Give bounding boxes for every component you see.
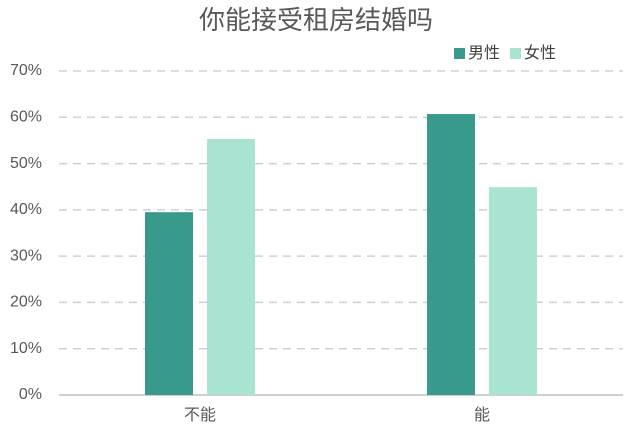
legend-label: 男性: [468, 44, 500, 62]
y-tick-label: 60%: [10, 109, 42, 126]
legend-swatch: [510, 48, 521, 59]
y-tick-label: 20%: [10, 294, 42, 311]
x-tick-label: 能: [474, 406, 490, 424]
bar: [207, 139, 255, 395]
y-tick-label: 30%: [10, 247, 42, 264]
y-tick-label: 40%: [10, 201, 42, 218]
chart-title: 你能接受租房结婚吗: [199, 5, 433, 35]
legend-swatch: [454, 48, 465, 59]
y-tick-label: 0%: [19, 386, 42, 403]
bar: [489, 187, 537, 395]
bar: [427, 114, 475, 395]
legend-label: 女性: [524, 43, 556, 62]
x-tick-label: 不能: [184, 406, 216, 424]
bar: [145, 212, 193, 395]
y-tick-label: 10%: [10, 340, 42, 357]
y-tick-label: 70%: [10, 62, 42, 79]
y-tick-label: 50%: [10, 155, 42, 172]
